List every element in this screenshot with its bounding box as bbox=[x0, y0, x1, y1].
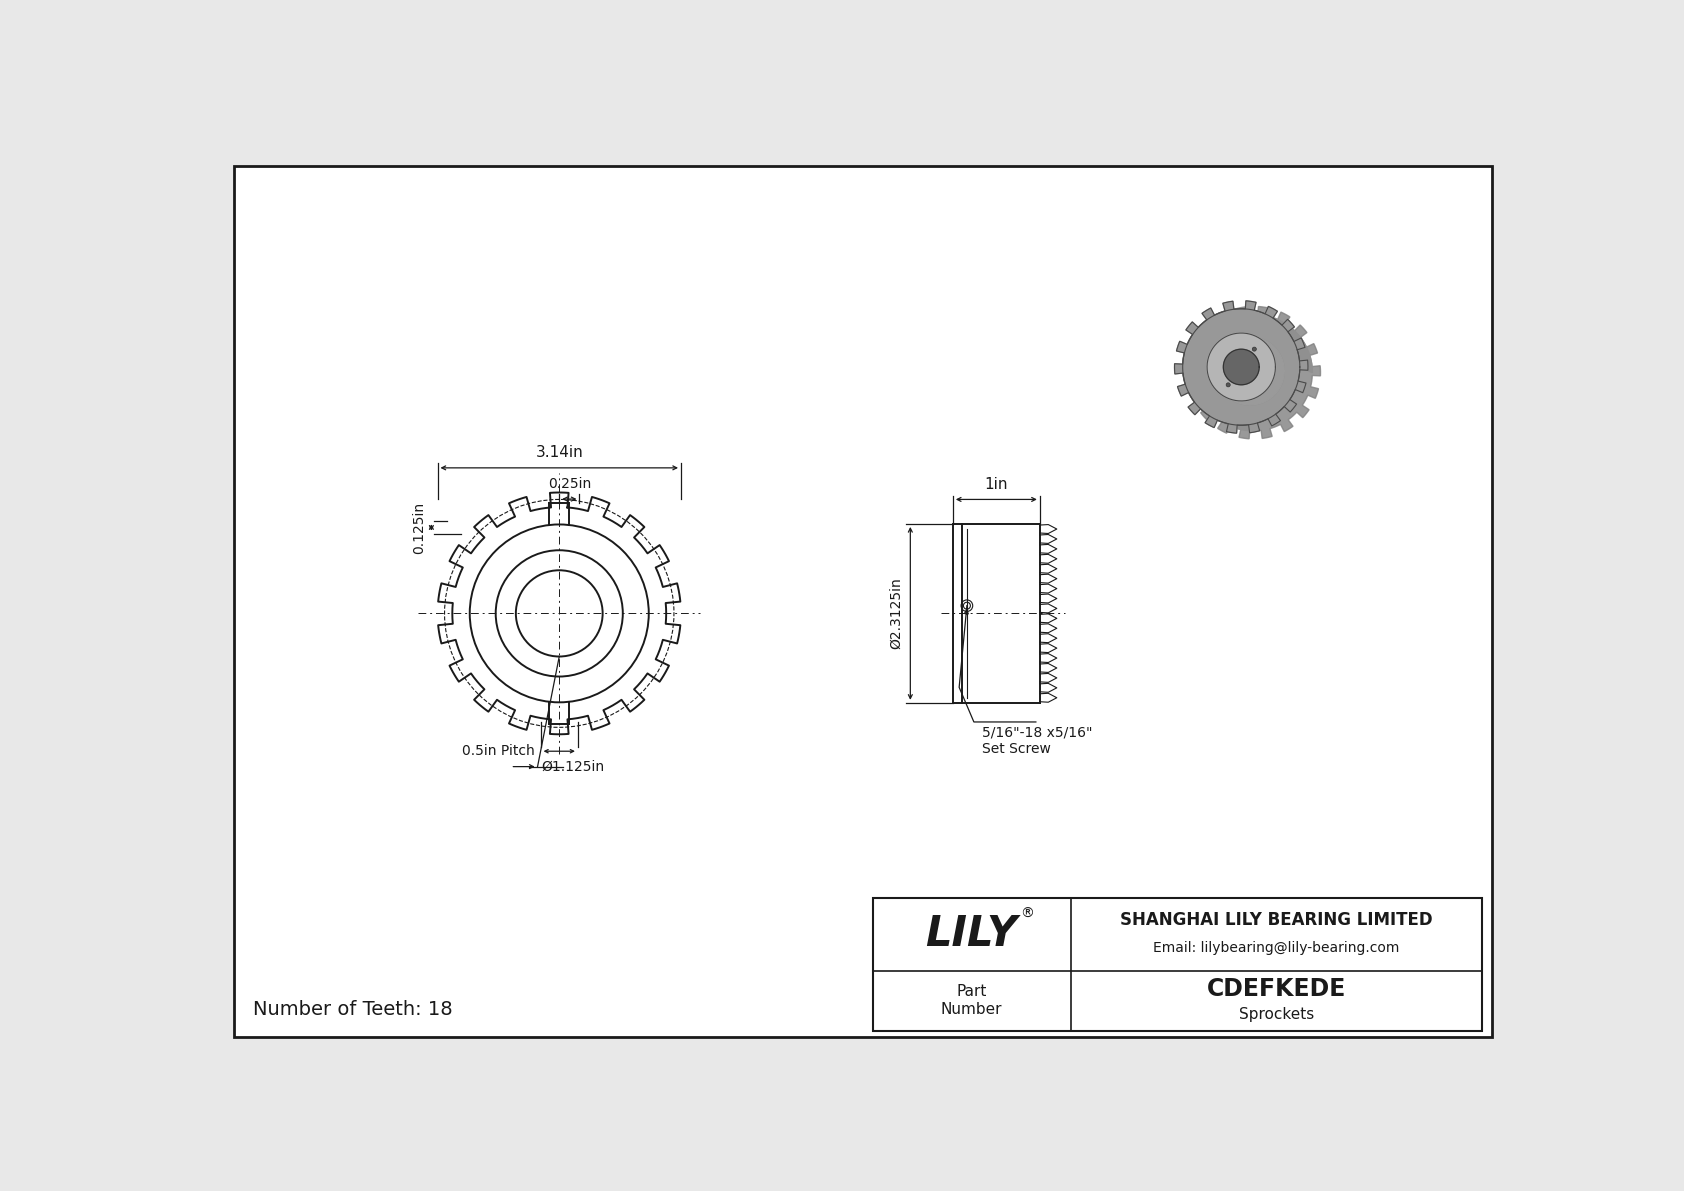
Polygon shape bbox=[1182, 308, 1300, 425]
Text: Part
Number: Part Number bbox=[941, 985, 1002, 1017]
Text: 5/16"-18 x5/16"
Set Screw: 5/16"-18 x5/16" Set Screw bbox=[982, 725, 1093, 756]
Polygon shape bbox=[1187, 306, 1320, 438]
Polygon shape bbox=[1174, 301, 1308, 434]
Polygon shape bbox=[1223, 349, 1260, 385]
Text: 0.25in: 0.25in bbox=[547, 478, 591, 492]
Text: Ø2.3125in: Ø2.3125in bbox=[889, 578, 903, 649]
Text: ®: ® bbox=[1021, 908, 1034, 921]
Text: 3.14in: 3.14in bbox=[536, 445, 583, 460]
Text: Sprockets: Sprockets bbox=[1238, 1008, 1314, 1022]
Bar bbox=[872, 898, 1482, 1030]
Polygon shape bbox=[1207, 333, 1285, 405]
Text: CDEFKEDE: CDEFKEDE bbox=[1206, 977, 1346, 1002]
Text: 0.5in Pitch: 0.5in Pitch bbox=[461, 744, 534, 759]
Circle shape bbox=[1226, 382, 1231, 387]
Polygon shape bbox=[1207, 333, 1275, 401]
Polygon shape bbox=[1216, 337, 1285, 405]
Text: Email: lilybearing@lily-bearing.com: Email: lilybearing@lily-bearing.com bbox=[1154, 941, 1399, 955]
Text: SHANGHAI LILY BEARING LIMITED: SHANGHAI LILY BEARING LIMITED bbox=[1120, 911, 1433, 929]
Text: Number of Teeth: 18: Number of Teeth: 18 bbox=[253, 1000, 453, 1019]
Text: LILY: LILY bbox=[926, 913, 1017, 955]
Text: 1in: 1in bbox=[985, 476, 1009, 492]
Circle shape bbox=[1253, 347, 1256, 351]
Polygon shape bbox=[1182, 308, 1312, 431]
Text: 0.125in: 0.125in bbox=[413, 501, 426, 554]
Text: Ø1.125in: Ø1.125in bbox=[542, 760, 605, 774]
